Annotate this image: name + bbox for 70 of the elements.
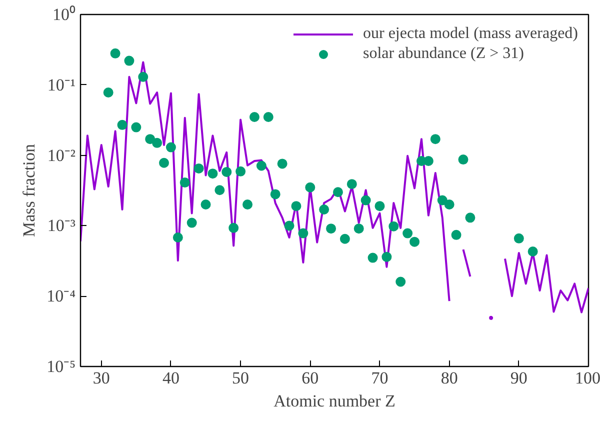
point — [194, 163, 204, 174]
point — [368, 252, 378, 263]
point — [360, 195, 371, 206]
point — [528, 246, 538, 256]
point — [388, 221, 399, 232]
point — [444, 200, 454, 210]
point — [117, 120, 128, 130]
legend-label: solar abundance (Z > 31) — [362, 45, 524, 63]
point — [354, 224, 364, 234]
point — [180, 178, 190, 188]
y-tick-label: 10⁰ — [52, 5, 76, 24]
point — [249, 112, 260, 122]
point — [332, 187, 343, 198]
point — [458, 154, 468, 165]
x-tick-label: 70 — [371, 368, 388, 388]
point — [465, 212, 476, 223]
x-tick-label: 80 — [440, 368, 458, 388]
x-tick-label: 100 — [575, 368, 600, 388]
point — [291, 201, 302, 212]
point — [514, 233, 524, 244]
point — [340, 234, 350, 244]
y-tick-label: 10⁻⁴ — [46, 286, 76, 306]
point — [319, 204, 330, 214]
point — [451, 230, 462, 240]
y-tick-label: 10⁻³ — [47, 216, 76, 236]
legend-label: our ejecta model (mass averaged) — [362, 25, 578, 43]
point — [110, 48, 120, 58]
point — [382, 252, 392, 262]
y-tick-label: 10⁻⁵ — [46, 357, 76, 376]
point — [222, 166, 232, 177]
point — [242, 200, 253, 210]
point — [396, 276, 406, 287]
point — [152, 138, 162, 148]
x-tick-label: 50 — [232, 368, 250, 388]
point — [437, 195, 448, 206]
y-axis-title: Mass fraction — [20, 144, 39, 237]
point — [228, 222, 239, 233]
point — [200, 200, 211, 210]
x-tick-label: 90 — [510, 368, 528, 388]
point — [410, 236, 420, 247]
point — [131, 122, 142, 132]
y-tick-label: 10⁻² — [47, 146, 76, 165]
point — [305, 182, 316, 192]
point — [214, 185, 225, 196]
point — [159, 158, 170, 168]
x-tick-label: 60 — [302, 368, 319, 388]
point — [430, 134, 440, 144]
point — [346, 179, 357, 190]
x-axis-title: Atomic number Z — [274, 392, 396, 410]
x-tick-label: 40 — [162, 368, 180, 388]
point — [298, 228, 308, 238]
y-tick-label: 10⁻¹ — [47, 75, 76, 94]
point — [374, 201, 385, 212]
point — [236, 166, 246, 176]
point — [277, 158, 288, 169]
point — [138, 72, 148, 82]
point — [256, 160, 266, 171]
point — [489, 316, 494, 320]
point — [186, 218, 197, 228]
point — [208, 168, 218, 179]
point — [263, 112, 274, 122]
point — [270, 189, 280, 200]
point — [103, 88, 114, 98]
point — [284, 220, 294, 231]
point — [172, 232, 183, 242]
point — [402, 228, 413, 238]
point — [166, 142, 176, 152]
x-tick-label: 30 — [92, 368, 110, 388]
point — [326, 224, 336, 234]
point — [124, 56, 134, 66]
